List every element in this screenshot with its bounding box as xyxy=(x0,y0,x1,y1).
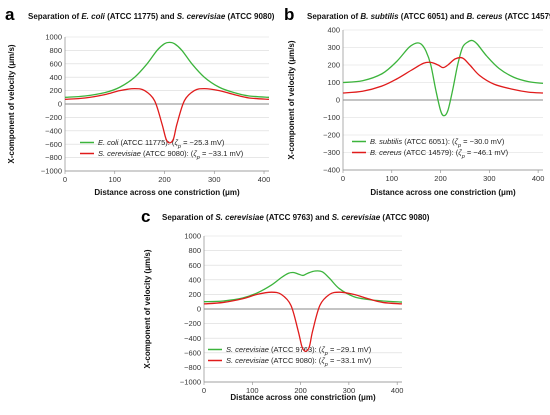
x-tick-label: 300 xyxy=(483,174,496,183)
x-tick-label: 200 xyxy=(158,175,171,184)
x-tick-label: 100 xyxy=(246,386,259,395)
legend-label: S. cerevisiae (ATCC 9763): (ζp = −29.1 m… xyxy=(226,345,372,357)
y-tick-label: −600 xyxy=(184,348,201,357)
series-line-green xyxy=(64,41,270,98)
y-tick-label: −800 xyxy=(45,153,62,162)
chart-title: Separation of B. subtilis (ATCC 6051) an… xyxy=(307,12,550,21)
y-tick-label: 200 xyxy=(49,86,62,95)
x-tick-label: 400 xyxy=(391,386,404,395)
y-tick-label: −400 xyxy=(184,334,201,343)
y-tick-label: 300 xyxy=(327,43,340,52)
x-tick-label: 400 xyxy=(532,174,545,183)
y-tick-label: 1000 xyxy=(184,232,201,241)
x-axis-label: Distance across one constriction (μm) xyxy=(370,188,516,197)
panel-letter: c xyxy=(141,207,150,226)
x-tick-label: 400 xyxy=(258,175,271,184)
y-axis-label: X-component of velocity (μm/s) xyxy=(143,249,152,368)
y-tick-label: 100 xyxy=(327,78,340,87)
x-tick-label: 200 xyxy=(434,174,447,183)
x-tick-label: 0 xyxy=(63,175,67,184)
y-tick-label: 600 xyxy=(188,261,201,270)
x-axis-label: Distance across one constriction (μm) xyxy=(94,188,240,197)
chart-title: Separation of S. cerevisiae (ATCC 9763) … xyxy=(162,213,430,222)
legend-label: S. cerevisiae (ATCC 9080): (ζp = −33.1 m… xyxy=(98,149,244,161)
series-line-green xyxy=(203,270,403,303)
x-tick-label: 0 xyxy=(202,386,206,395)
series-line-red xyxy=(203,291,403,352)
chart-panel-b: b Separation of B. subtilis (ATCC 6051) a… xyxy=(284,5,550,197)
y-tick-label: 600 xyxy=(49,59,62,68)
x-tick-label: 200 xyxy=(294,386,307,395)
y-tick-label: −400 xyxy=(323,166,340,175)
y-axis-label: X-component of velocity (μm/s) xyxy=(7,44,16,163)
x-tick-label: 100 xyxy=(108,175,121,184)
y-tick-label: −600 xyxy=(45,140,62,149)
y-tick-label: −1000 xyxy=(41,167,62,176)
y-tick-label: −100 xyxy=(323,113,340,122)
y-tick-label: 400 xyxy=(49,73,62,82)
y-tick-label: 200 xyxy=(188,290,201,299)
legend-label: S. cerevisiae (ATCC 9080): (ζp = −33.1 m… xyxy=(226,356,372,368)
y-axis-label: X-component of velocity (μm/s) xyxy=(287,40,296,159)
y-tick-label: −200 xyxy=(45,113,62,122)
y-tick-label: −200 xyxy=(184,319,201,328)
y-tick-label: 0 xyxy=(58,100,62,109)
panel-letter: a xyxy=(5,5,15,24)
y-tick-label: 0 xyxy=(197,305,201,314)
y-tick-label: 800 xyxy=(188,246,201,255)
y-tick-label: 0 xyxy=(336,96,340,105)
series-line-red xyxy=(342,56,544,94)
panel-letter: b xyxy=(284,5,294,24)
y-tick-label: 800 xyxy=(49,46,62,55)
x-tick-label: 0 xyxy=(341,174,345,183)
legend-label: B. subtilis (ATCC 6051): (ζp = −30.0 mV) xyxy=(370,137,505,149)
x-tick-label: 100 xyxy=(386,174,399,183)
chart-panel-c: c Separation of S. cerevisiae (ATCC 9763)… xyxy=(141,207,430,402)
series-line-green xyxy=(342,39,544,117)
y-tick-label: −200 xyxy=(323,131,340,140)
y-tick-label: 400 xyxy=(188,275,201,284)
legend-label: B. cereus (ATCC 14579): (ζp = −46.1 mV) xyxy=(370,148,509,160)
x-tick-label: 300 xyxy=(208,175,221,184)
y-tick-label: 200 xyxy=(327,61,340,70)
y-tick-label: −300 xyxy=(323,148,340,157)
chart-panel-a: a Separation of E. coli (ATCC 11775) and … xyxy=(5,5,275,197)
y-tick-label: 400 xyxy=(327,26,340,35)
y-tick-label: −800 xyxy=(184,363,201,372)
series-line-red xyxy=(64,87,270,144)
y-tick-label: 1000 xyxy=(45,33,62,42)
y-tick-label: −400 xyxy=(45,126,62,135)
x-axis-label: Distance across one constriction (μm) xyxy=(230,393,376,402)
chart-title: Separation of E. coli (ATCC 11775) and S… xyxy=(28,12,275,21)
x-tick-label: 300 xyxy=(343,386,356,395)
y-tick-label: −1000 xyxy=(180,378,201,387)
legend-label: E. coli (ATCC 11775): (ζp = −25.3 mV) xyxy=(98,138,225,150)
